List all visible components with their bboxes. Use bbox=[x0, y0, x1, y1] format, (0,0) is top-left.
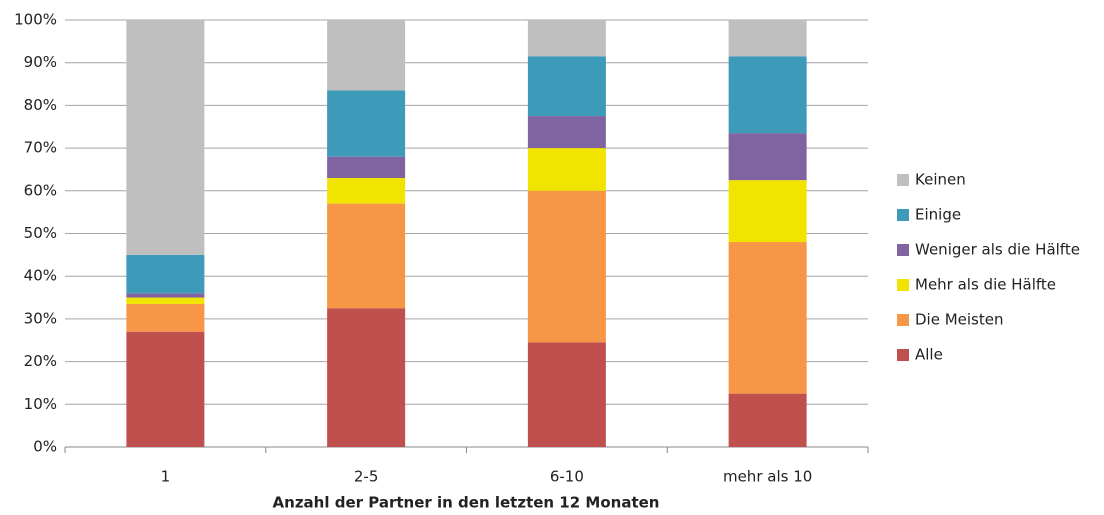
bar-segment bbox=[327, 20, 406, 91]
bar-segment bbox=[126, 331, 205, 447]
bar-segment bbox=[527, 20, 606, 57]
y-tick-label: 70% bbox=[24, 139, 57, 157]
y-tick-label: 0% bbox=[33, 438, 57, 456]
bar-segment bbox=[126, 293, 205, 298]
y-tick-label: 30% bbox=[24, 309, 57, 327]
legend-label: Mehr als die Hälfte bbox=[915, 276, 1056, 294]
bar-segment bbox=[327, 156, 406, 178]
bar-segment bbox=[327, 203, 406, 309]
bar-segment bbox=[527, 190, 606, 343]
bar-segment bbox=[126, 20, 205, 255]
legend-swatch bbox=[897, 314, 909, 326]
bar-segment bbox=[527, 56, 606, 117]
y-tick-label: 10% bbox=[24, 395, 57, 413]
y-tick-label: 40% bbox=[24, 267, 57, 285]
bar-segment bbox=[728, 242, 807, 394]
legend-swatch bbox=[897, 174, 909, 186]
bar-segment bbox=[728, 393, 807, 447]
bar-segment bbox=[527, 116, 606, 149]
y-tick-label: 90% bbox=[24, 53, 57, 71]
y-tick-label: 50% bbox=[24, 224, 57, 242]
bar-segment bbox=[527, 148, 606, 191]
x-tick-label: mehr als 10 bbox=[723, 468, 812, 486]
y-tick-label: 100% bbox=[14, 11, 57, 29]
y-tick-label: 20% bbox=[24, 352, 57, 370]
bar-segment bbox=[126, 297, 205, 304]
bar-segment bbox=[728, 20, 807, 57]
bar-segment bbox=[728, 133, 807, 181]
bar-segment bbox=[728, 56, 807, 134]
y-tick-label: 80% bbox=[24, 96, 57, 114]
x-tick-label: 2-5 bbox=[354, 468, 379, 486]
x-tick-label: 1 bbox=[161, 468, 171, 486]
legend-label: Keinen bbox=[915, 171, 966, 189]
bar-segment bbox=[327, 308, 406, 447]
legend-swatch bbox=[897, 244, 909, 256]
bar-segment bbox=[327, 90, 406, 157]
bar-segment bbox=[728, 180, 807, 243]
bar-segment bbox=[126, 303, 205, 332]
legend-swatch bbox=[897, 279, 909, 291]
bar-segment bbox=[527, 342, 606, 447]
x-axis-title: Anzahl der Partner in den letzten 12 Mon… bbox=[273, 494, 660, 512]
bar-segment bbox=[327, 177, 406, 204]
bar-segment bbox=[126, 254, 205, 294]
legend-label: Einige bbox=[915, 206, 961, 224]
x-tick-label: 6-10 bbox=[550, 468, 584, 486]
legend-label: Die Meisten bbox=[915, 311, 1003, 329]
legend-label: Alle bbox=[915, 346, 943, 364]
legend-swatch bbox=[897, 349, 909, 361]
legend-swatch bbox=[897, 209, 909, 221]
y-tick-label: 60% bbox=[24, 181, 57, 199]
legend-label: Weniger als die Hälfte bbox=[915, 241, 1080, 259]
